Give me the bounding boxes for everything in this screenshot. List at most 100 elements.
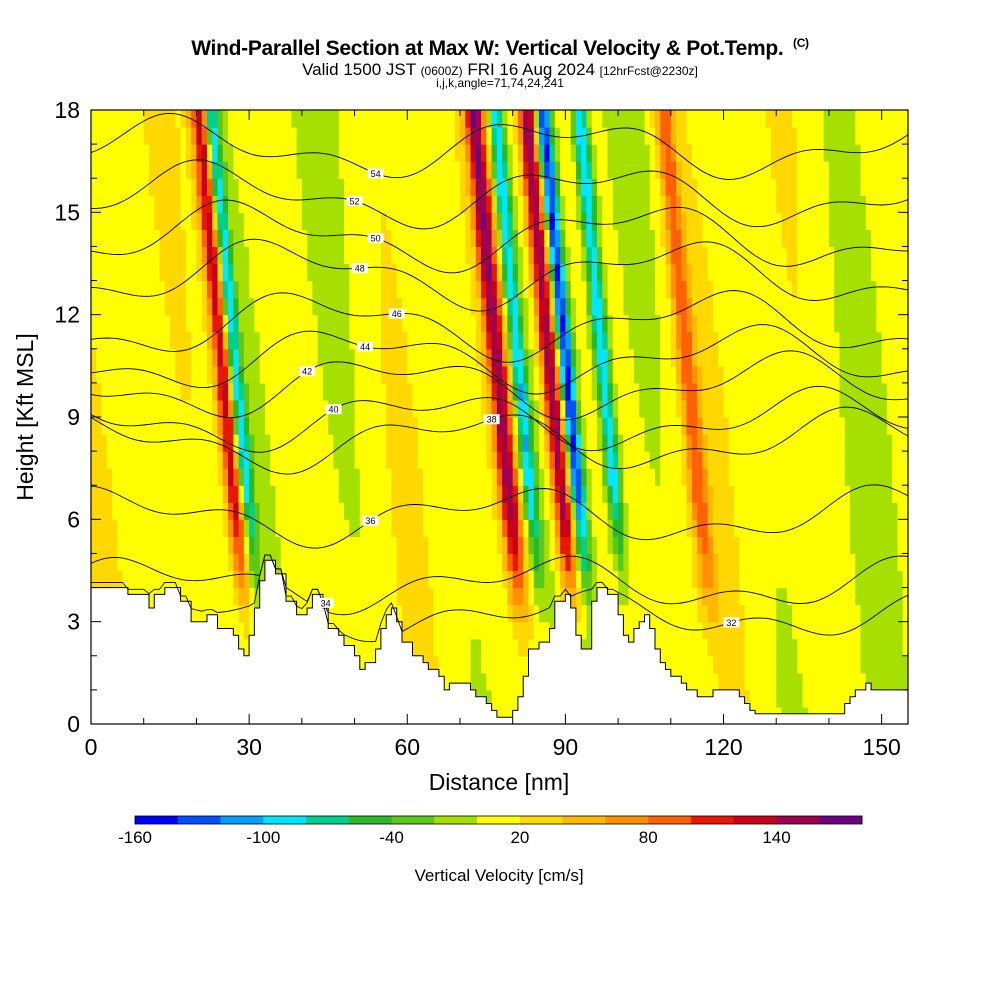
velocity-cell xyxy=(286,178,292,196)
velocity-cell xyxy=(797,502,804,520)
velocity-cell xyxy=(359,246,366,265)
velocity-cell xyxy=(797,451,804,469)
velocity-cell xyxy=(470,485,477,503)
velocity-cell xyxy=(170,263,176,282)
velocity-cell xyxy=(475,604,482,623)
velocity-cell xyxy=(117,382,124,401)
velocity-cell xyxy=(370,365,377,384)
velocity-cell xyxy=(96,382,103,401)
velocity-cell xyxy=(286,297,292,316)
velocity-cell xyxy=(470,553,477,572)
velocity-cell xyxy=(312,434,319,452)
velocity-cell xyxy=(897,434,904,452)
velocity-cell xyxy=(818,434,825,452)
velocity-cell xyxy=(433,655,440,674)
velocity-cell xyxy=(349,178,356,196)
velocity-cell xyxy=(702,263,709,282)
velocity-cell xyxy=(138,399,145,418)
velocity-cell xyxy=(623,451,630,469)
velocity-cell xyxy=(602,502,609,520)
velocity-cell xyxy=(755,417,762,435)
velocity-cell xyxy=(781,553,788,572)
velocity-cell xyxy=(433,178,440,196)
velocity-cell xyxy=(676,212,682,230)
velocity-cell xyxy=(813,672,819,691)
velocity-cell xyxy=(191,553,198,572)
velocity-cell xyxy=(512,638,519,657)
velocity-cell xyxy=(222,280,229,299)
velocity-cell xyxy=(718,178,725,196)
velocity-cell xyxy=(222,246,229,265)
velocity-cell xyxy=(512,417,519,435)
velocity-cell xyxy=(507,365,514,384)
velocity-cell xyxy=(328,195,335,213)
velocity-cell xyxy=(765,399,772,418)
velocity-cell xyxy=(433,417,440,435)
velocity-cell xyxy=(507,195,514,213)
velocity-cell xyxy=(375,212,382,230)
velocity-cell xyxy=(344,382,350,401)
velocity-cell xyxy=(728,451,735,469)
velocity-cell xyxy=(607,399,614,418)
velocity-cell xyxy=(681,280,688,299)
velocity-cell xyxy=(481,672,487,691)
velocity-cell xyxy=(228,587,234,606)
velocity-cell xyxy=(781,621,788,640)
velocity-cell xyxy=(865,570,872,589)
velocity-cell xyxy=(496,331,503,350)
velocity-cell xyxy=(512,365,519,384)
velocity-cell xyxy=(338,417,345,435)
velocity-cell xyxy=(639,314,646,333)
velocity-cell xyxy=(133,314,140,333)
velocity-cell xyxy=(734,331,740,350)
velocity-cell xyxy=(470,434,477,452)
velocity-cell xyxy=(217,161,224,179)
velocity-cell xyxy=(597,434,603,452)
velocity-cell xyxy=(581,417,588,435)
velocity-cell xyxy=(786,570,793,589)
velocity-cell xyxy=(723,655,730,674)
velocity-cell xyxy=(597,502,603,520)
velocity-cell xyxy=(786,399,793,418)
velocity-cell xyxy=(465,621,472,640)
velocity-cell xyxy=(512,502,519,520)
velocity-cell xyxy=(691,280,698,299)
velocity-cell xyxy=(138,382,145,401)
velocity-cell xyxy=(454,246,461,265)
velocity-cell xyxy=(380,314,387,333)
velocity-cell xyxy=(138,229,145,248)
velocity-cell xyxy=(502,689,509,708)
velocity-cell xyxy=(597,553,603,572)
velocity-cell xyxy=(317,212,324,230)
velocity-cell xyxy=(412,178,419,196)
velocity-cell xyxy=(365,348,371,367)
velocity-cell xyxy=(533,638,540,657)
velocity-cell xyxy=(676,365,682,384)
velocity-cell xyxy=(375,382,382,401)
velocity-cell xyxy=(844,587,851,606)
velocity-cell xyxy=(723,195,730,213)
velocity-cell xyxy=(813,382,819,401)
velocity-cell xyxy=(296,451,303,469)
velocity-cell xyxy=(654,553,661,572)
velocity-cell xyxy=(449,502,456,520)
velocity-cell xyxy=(728,502,735,520)
velocity-cell xyxy=(217,212,224,230)
velocity-cell xyxy=(686,382,693,401)
velocity-cell xyxy=(855,587,862,606)
velocity-cell xyxy=(865,451,872,469)
velocity-cell xyxy=(755,331,762,350)
velocity-cell xyxy=(765,689,772,708)
velocity-cell xyxy=(481,212,487,230)
velocity-cell xyxy=(712,212,719,230)
velocity-cell xyxy=(691,587,698,606)
velocity-cell xyxy=(117,195,124,213)
velocity-cell xyxy=(196,212,203,230)
velocity-cell xyxy=(892,655,899,674)
velocity-cell xyxy=(844,485,851,503)
velocity-cell xyxy=(871,536,877,555)
velocity-cell xyxy=(886,621,893,640)
velocity-cell xyxy=(475,519,482,537)
velocity-cell xyxy=(386,195,393,213)
velocity-cell xyxy=(823,553,830,572)
